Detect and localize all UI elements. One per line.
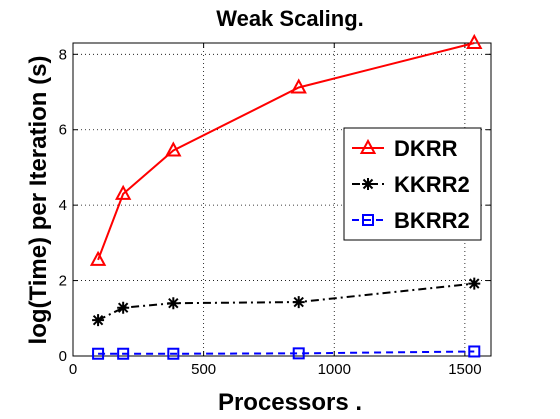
data-point-bkrr2 bbox=[117, 347, 130, 360]
plot-area: 0 500 1000 1500 0 2 4 6 8 DKRR KKRR2 BKRR2 bbox=[59, 33, 492, 378]
y-axis-label: log(Time) per Iteration (s) bbox=[25, 56, 52, 345]
chart-title: Weak Scaling. bbox=[216, 6, 364, 31]
data-point-bkrr2 bbox=[292, 347, 305, 360]
data-point-kkrr2 bbox=[292, 296, 305, 309]
legend-label-kkrr2: KKRR2 bbox=[394, 172, 470, 197]
x-tick-label: 0 bbox=[69, 361, 77, 378]
data-point-kkrr2 bbox=[468, 277, 481, 290]
data-point-dkrr bbox=[290, 78, 307, 94]
data-point-kkrr2 bbox=[92, 314, 105, 327]
data-point-kkrr2 bbox=[167, 297, 180, 310]
legend-marker-dkrr bbox=[359, 138, 377, 154]
legend-marker-kkrr2 bbox=[362, 178, 374, 190]
series-line-bkrr2 bbox=[98, 350, 475, 355]
x-tick-label: 1000 bbox=[318, 361, 351, 378]
data-point-dkrr bbox=[165, 141, 182, 157]
y-tick-label: 0 bbox=[59, 348, 67, 365]
data-point-bkrr2 bbox=[167, 347, 180, 360]
x-tick-label: 500 bbox=[191, 361, 216, 378]
series-line-dkrr bbox=[97, 42, 475, 261]
data-point-dkrr bbox=[466, 33, 483, 49]
data-point-bkrr2 bbox=[468, 345, 481, 358]
legend-marker-bkrr2 bbox=[362, 214, 374, 226]
legend-label-dkrr: DKRR bbox=[394, 136, 458, 161]
data-point-dkrr bbox=[114, 184, 132, 200]
legend-label-bkrr2: BKRR2 bbox=[394, 208, 470, 233]
y-tick-label: 2 bbox=[59, 273, 67, 290]
y-tick-label: 8 bbox=[59, 46, 67, 63]
y-tick-label: 6 bbox=[59, 122, 67, 139]
x-axis-label: Processors . bbox=[218, 389, 362, 416]
y-tick-label: 4 bbox=[59, 197, 67, 214]
data-point-dkrr bbox=[89, 250, 107, 266]
x-tick-label: 1500 bbox=[448, 361, 481, 378]
data-point-kkrr2 bbox=[117, 301, 130, 314]
data-point-bkrr2 bbox=[92, 347, 105, 360]
